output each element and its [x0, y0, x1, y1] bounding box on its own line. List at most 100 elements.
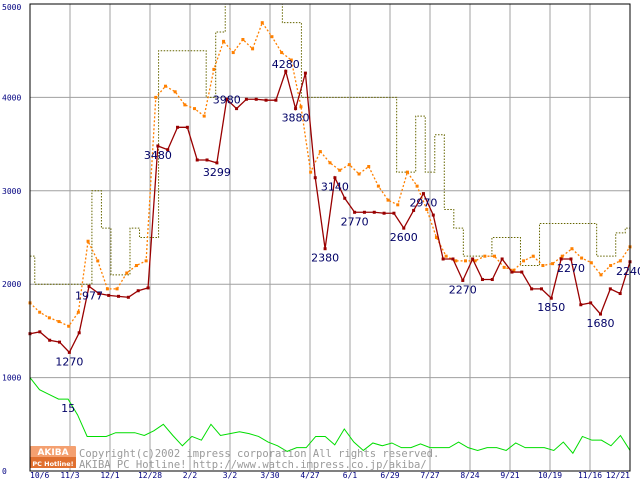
- average-point: [270, 35, 274, 39]
- average-point: [454, 259, 458, 263]
- minimum-point: [166, 148, 170, 152]
- minimum-point: [244, 97, 248, 101]
- average-point: [522, 259, 526, 263]
- average-point: [338, 168, 342, 172]
- average-point: [386, 198, 390, 202]
- minimum-point: [67, 350, 71, 354]
- minimum-point: [264, 98, 268, 102]
- data-label: 1270: [55, 355, 83, 368]
- data-label: 2270: [557, 262, 585, 275]
- y-tick-label: 5000: [2, 3, 21, 12]
- average-point: [599, 273, 603, 277]
- average-point: [483, 254, 487, 258]
- average-point: [154, 95, 158, 99]
- minimum-point: [58, 340, 62, 344]
- data-label: 2970: [409, 197, 437, 210]
- average-point: [328, 161, 332, 165]
- minimum-point: [107, 293, 111, 297]
- average-point: [551, 262, 555, 266]
- average-point: [434, 236, 438, 239]
- average-point: [260, 21, 264, 25]
- minimum-point: [490, 278, 494, 282]
- minimum-point: [530, 287, 534, 291]
- minimum-point: [48, 338, 52, 342]
- minimum-point: [156, 144, 160, 148]
- minimum-point: [235, 107, 239, 111]
- data-label: 3299: [203, 166, 231, 179]
- minimum-point: [146, 286, 150, 290]
- average-point: [299, 105, 303, 109]
- x-tick-label: 6/29: [380, 471, 399, 480]
- akiba-logo: AKIBA PC Hotline!: [30, 446, 76, 468]
- x-tick-label: 9/21: [500, 471, 519, 480]
- minimum-point: [431, 213, 435, 217]
- average-point: [183, 103, 187, 107]
- average-point: [96, 259, 100, 263]
- average-point: [193, 107, 197, 111]
- minimum-point: [520, 270, 524, 274]
- minimum-point: [480, 278, 484, 282]
- average-point: [202, 114, 206, 118]
- average-point: [76, 310, 80, 314]
- average-point: [570, 247, 574, 251]
- average-point: [618, 259, 622, 263]
- average-point: [134, 264, 138, 268]
- data-label: 3140: [321, 181, 349, 194]
- minimum-point: [117, 294, 121, 298]
- average-point: [163, 84, 167, 88]
- average-point: [280, 51, 284, 55]
- minimum-point: [559, 257, 563, 261]
- minimum-point: [618, 292, 622, 296]
- average-point: [444, 254, 448, 258]
- average-point: [251, 47, 255, 51]
- x-tick-label: 11/16: [578, 471, 602, 480]
- minimum-point: [205, 158, 209, 162]
- minimum-point: [362, 210, 366, 214]
- x-tick-label: 3/2: [223, 471, 238, 480]
- minimum-point: [461, 278, 465, 282]
- minimum-point: [441, 257, 445, 261]
- minimum-point: [136, 289, 140, 293]
- average-point: [86, 239, 90, 243]
- minimum-point: [608, 287, 612, 291]
- average-point: [512, 268, 516, 272]
- average-line: [29, 21, 631, 328]
- average-point: [173, 90, 177, 94]
- average-point: [241, 37, 245, 41]
- minimum-point: [500, 257, 504, 261]
- minimum-point: [421, 192, 425, 196]
- y-tick-label: 3000: [2, 187, 21, 196]
- average-point: [580, 256, 584, 260]
- data-label: 3480: [144, 149, 172, 162]
- average-point: [473, 259, 477, 263]
- x-tick-label: 12/28: [138, 471, 162, 480]
- average-point: [502, 265, 506, 269]
- plot-frame: [29, 3, 631, 472]
- average-point: [309, 170, 313, 174]
- average-point: [289, 58, 293, 62]
- minimum-point: [598, 312, 602, 316]
- minimum-point: [215, 161, 219, 165]
- average-point: [231, 51, 235, 55]
- average-point: [67, 324, 71, 328]
- average-point: [318, 150, 322, 154]
- y-tick-label: 1000: [2, 374, 21, 383]
- data-label: 1850: [537, 301, 565, 314]
- average-point: [57, 320, 61, 324]
- data-label: 4280: [272, 58, 300, 71]
- average-point: [531, 254, 535, 258]
- minimum-point: [471, 257, 475, 261]
- max-line: [30, 3, 630, 285]
- data-label: 2240: [616, 265, 640, 278]
- data-label: 1680: [586, 317, 614, 330]
- minimum-point: [382, 211, 386, 215]
- average-point: [212, 67, 216, 71]
- x-tick-label: 12/1: [100, 471, 119, 480]
- minimum-point: [77, 331, 81, 335]
- copyright-text: Copyright(c)2002 impress corporation All…: [79, 448, 439, 460]
- data-label: 3980: [213, 93, 241, 106]
- x-tick-label: 10/19: [538, 471, 562, 480]
- series-layer: [28, 3, 632, 455]
- x-tick-label: 8/24: [460, 471, 479, 480]
- average-point: [105, 287, 109, 291]
